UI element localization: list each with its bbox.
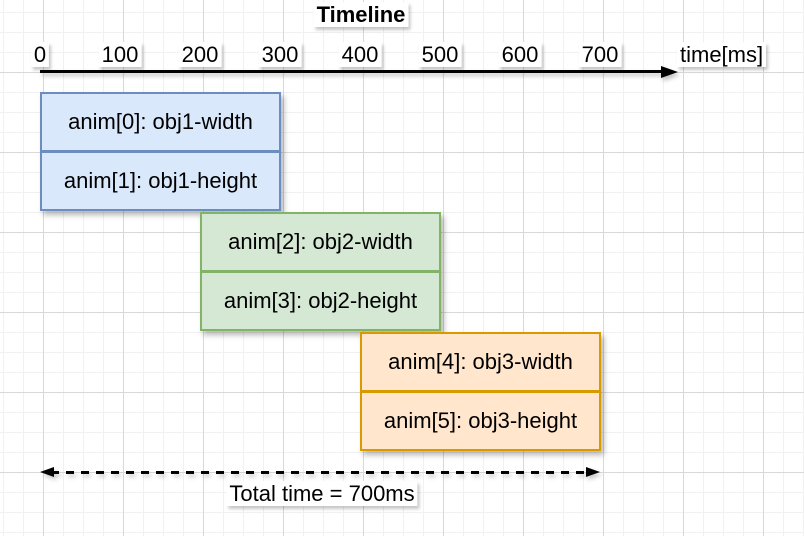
bar-label: anim[2]: obj2-width bbox=[228, 229, 413, 254]
timeline-bar-anim0: anim[0]: obj1-width bbox=[40, 92, 281, 152]
timeline-bar-anim5: anim[5]: obj3-height bbox=[360, 391, 601, 451]
tick-label-600: 600 bbox=[498, 42, 542, 67]
timeline-bar-anim4: anim[4]: obj3-width bbox=[360, 332, 601, 392]
time-axis-line bbox=[40, 70, 662, 73]
timeline-bar-anim2: anim[2]: obj2-width bbox=[200, 212, 441, 272]
anim-group-obj3: anim[4]: obj3-width anim[5]: obj3-height bbox=[360, 332, 601, 451]
anim-group-obj2: anim[2]: obj2-width anim[3]: obj2-height bbox=[200, 212, 441, 331]
tick-label-200: 200 bbox=[178, 42, 222, 67]
dashed-line bbox=[51, 471, 589, 474]
tick-label-100: 100 bbox=[98, 42, 142, 67]
timeline-bar-anim1: anim[1]: obj1-height bbox=[40, 151, 281, 211]
tick-label-0: 0 bbox=[30, 42, 50, 67]
total-time-span-arrow bbox=[40, 465, 600, 480]
anim-group-obj1: anim[0]: obj1-width anim[1]: obj1-height bbox=[40, 92, 281, 211]
bar-label: anim[5]: obj3-height bbox=[383, 408, 578, 433]
timeline-bar-anim3: anim[3]: obj2-height bbox=[200, 271, 441, 331]
arrow-right-icon bbox=[586, 467, 600, 477]
bar-label: anim[1]: obj1-height bbox=[63, 168, 258, 193]
arrow-right-icon bbox=[661, 65, 678, 78]
tick-label-700: 700 bbox=[578, 42, 622, 67]
total-time-label: Total time = 700ms bbox=[226, 481, 418, 506]
bar-label: anim[0]: obj1-width bbox=[68, 109, 253, 134]
arrow-left-icon bbox=[40, 467, 54, 477]
tick-label-300: 300 bbox=[258, 42, 302, 67]
axis-unit-label: time[ms] bbox=[677, 42, 767, 67]
tick-label-400: 400 bbox=[338, 42, 382, 67]
bar-label: anim[3]: obj2-height bbox=[223, 288, 418, 313]
bar-label: anim[4]: obj3-width bbox=[388, 349, 573, 374]
tick-label-500: 500 bbox=[418, 42, 462, 67]
diagram-title: Timeline bbox=[313, 2, 409, 27]
